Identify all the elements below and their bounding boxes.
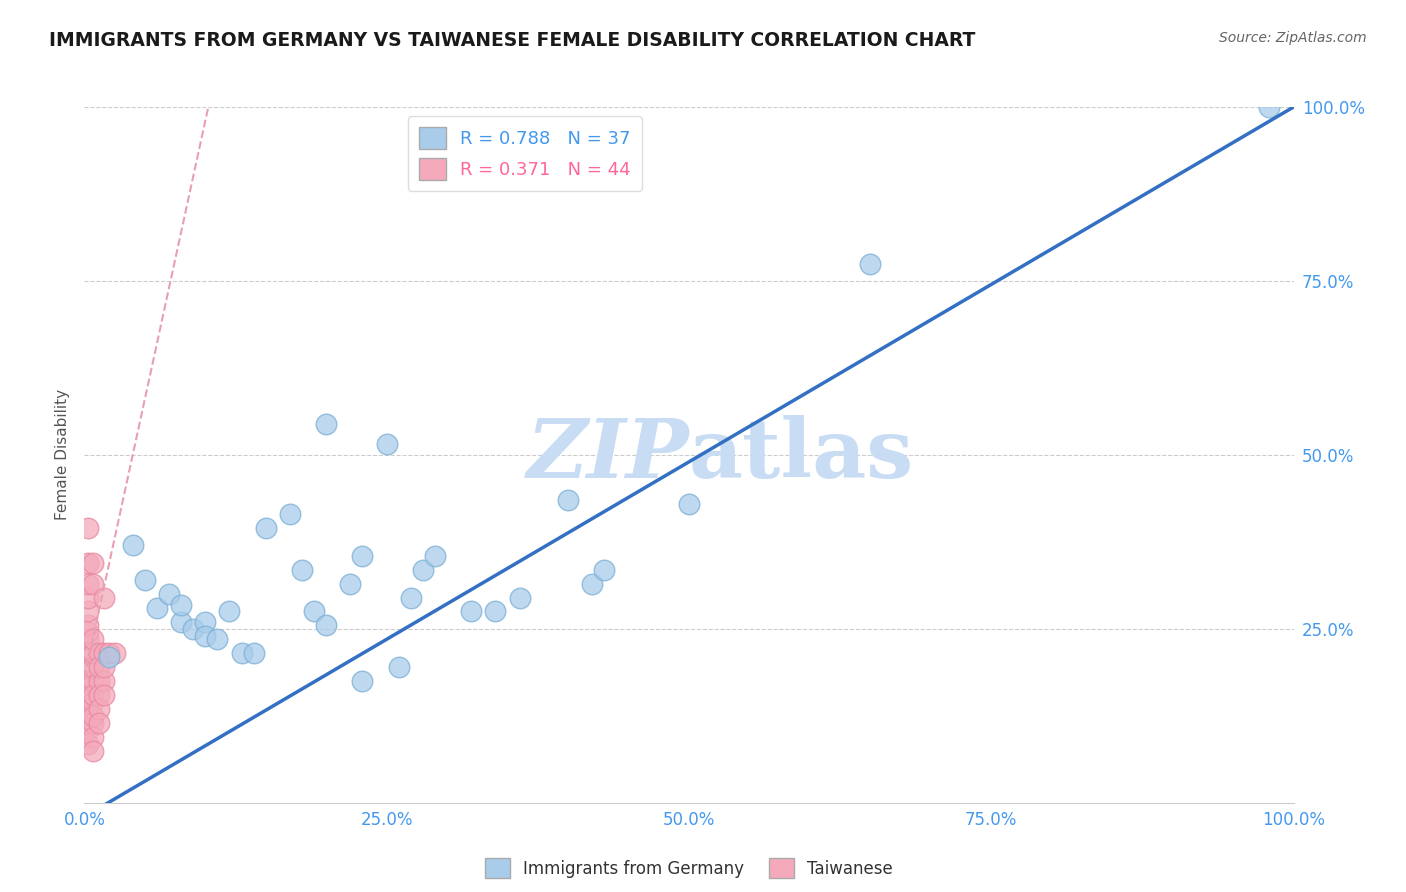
Point [194, 615, 217, 629]
Legend: Immigrants from Germany, Taiwanese: Immigrants from Germany, Taiwanese [478, 851, 900, 885]
Point [77, 681, 100, 695]
Point [97, 646, 120, 660]
Point [77, 702, 100, 716]
Point [93, 660, 115, 674]
Point [581, 576, 603, 591]
Point [82, 646, 104, 660]
Text: IMMIGRANTS FROM GERMANY VS TAIWANESE FEMALE DISABILITY CORRELATION CHART: IMMIGRANTS FROM GERMANY VS TAIWANESE FEM… [49, 31, 976, 50]
Text: atlas: atlas [689, 415, 914, 495]
Point [194, 629, 217, 643]
Point [352, 549, 374, 563]
Point [77, 723, 100, 737]
Point [231, 646, 253, 660]
Text: ZIP: ZIP [526, 415, 689, 495]
Point [170, 615, 193, 629]
Point [82, 674, 104, 689]
Point [77, 576, 100, 591]
Y-axis label: Female Disability: Female Disability [55, 389, 70, 521]
Point [509, 591, 531, 605]
Point [77, 660, 100, 674]
Point [77, 591, 100, 605]
Point [77, 618, 100, 632]
Point [82, 695, 104, 709]
Point [77, 556, 100, 570]
Point [412, 563, 434, 577]
Point [484, 605, 506, 619]
Point [82, 708, 104, 723]
Point [82, 632, 104, 647]
Point [77, 688, 100, 702]
Point [315, 618, 337, 632]
Point [93, 646, 115, 660]
Point [82, 715, 104, 730]
Point [291, 563, 314, 577]
Point [77, 712, 100, 726]
Point [82, 576, 104, 591]
Point [1258, 100, 1281, 114]
Point [375, 437, 398, 451]
Point [87, 702, 110, 716]
Point [82, 744, 104, 758]
Point [77, 674, 100, 689]
Point [146, 601, 169, 615]
Point [93, 674, 115, 689]
Point [87, 715, 110, 730]
Point [388, 660, 411, 674]
Point [87, 646, 110, 660]
Point [557, 493, 579, 508]
Point [77, 632, 100, 647]
Point [207, 632, 229, 647]
Point [278, 507, 301, 521]
Point [315, 417, 337, 431]
Point [77, 605, 100, 619]
Point [339, 576, 361, 591]
Point [82, 730, 104, 744]
Point [460, 605, 482, 619]
Point [121, 538, 143, 552]
Point [82, 688, 104, 702]
Point [77, 737, 100, 751]
Point [93, 591, 115, 605]
Point [423, 549, 446, 563]
Point [104, 646, 127, 660]
Point [97, 649, 120, 664]
Point [218, 605, 240, 619]
Point [77, 706, 100, 720]
Point [87, 660, 110, 674]
Point [77, 646, 100, 660]
Point [242, 646, 264, 660]
Point [254, 521, 277, 535]
Point [157, 587, 180, 601]
Point [352, 674, 374, 689]
Point [170, 598, 193, 612]
Point [87, 674, 110, 689]
Point [859, 256, 882, 270]
Point [678, 497, 700, 511]
Point [399, 591, 422, 605]
Point [77, 625, 100, 640]
Point [302, 605, 325, 619]
Point [593, 563, 616, 577]
Point [77, 521, 100, 535]
Point [87, 688, 110, 702]
Point [93, 688, 115, 702]
Point [77, 695, 100, 709]
Point [134, 573, 156, 587]
Point [181, 622, 204, 636]
Point [82, 660, 104, 674]
Text: Source: ZipAtlas.com: Source: ZipAtlas.com [1219, 31, 1367, 45]
Point [82, 556, 104, 570]
